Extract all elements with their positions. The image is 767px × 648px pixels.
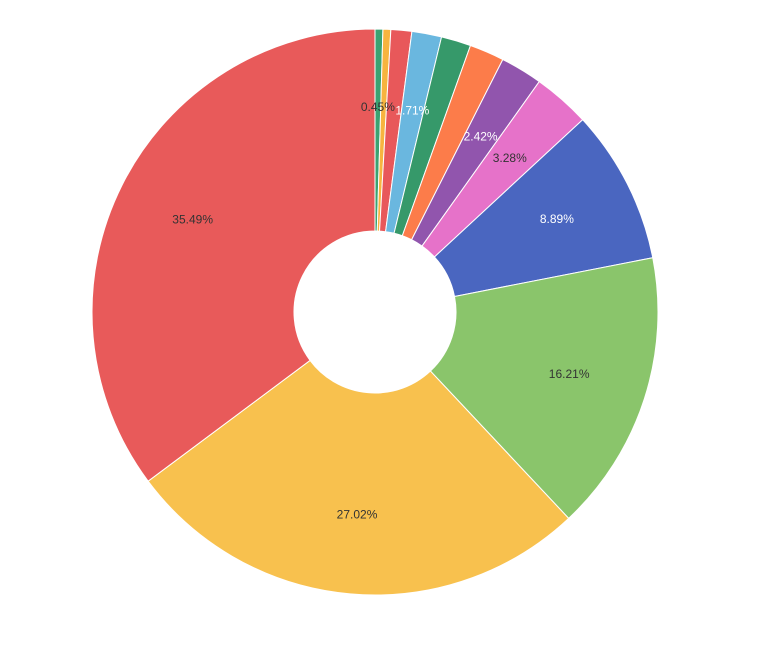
pie-slice-10[interactable] — [147, 359, 570, 596]
pie-slice-9[interactable] — [429, 257, 659, 520]
slice-label-0: 0.45% — [361, 100, 395, 114]
slice-label-11: 35.49% — [172, 213, 213, 227]
labels-group: 0.45% 1.71% 2.42% 3.28% 8.89% 16.21% 27.02% 35.… — [172, 100, 590, 521]
pie-slice-8[interactable] — [433, 119, 654, 298]
slice-label-8: 8.89% — [540, 212, 574, 226]
slices-group — [91, 28, 659, 596]
pie-slice-11[interactable] — [91, 28, 376, 482]
slice-label-9: 16.21% — [549, 367, 590, 381]
slice-label-10: 27.02% — [337, 507, 378, 521]
slice-label-7: 3.28% — [493, 151, 527, 165]
slice-label-3: 1.71% — [395, 104, 429, 118]
slice-label-6: 2.42% — [464, 130, 498, 144]
